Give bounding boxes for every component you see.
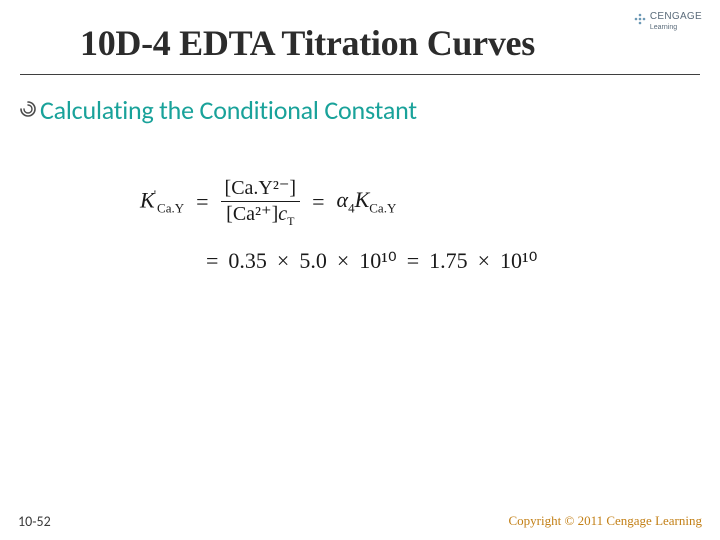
eq-frac-den-ca: [Ca²⁺] bbox=[226, 203, 278, 225]
eq2-equals-1: = bbox=[206, 248, 218, 274]
slide-container: CENGAGE Learning 10D-4 EDTA Titration Cu… bbox=[0, 0, 720, 540]
bullet-text: Calculating the Conditional Constant bbox=[40, 94, 417, 126]
page-title: 10D-4 EDTA Titration Curves bbox=[80, 22, 680, 70]
eq-K2: K bbox=[355, 187, 370, 212]
eq-lhs-sub: Ca.Y bbox=[157, 201, 184, 216]
eq-equals-1: = bbox=[196, 189, 208, 215]
page-number: 10-52 bbox=[18, 513, 51, 530]
eq-frac-num: [Ca.Y²⁻] bbox=[221, 176, 301, 201]
eq2-times-3: × bbox=[478, 248, 490, 274]
footer: 10-52 Copyright © 2011 Cengage Learning bbox=[18, 513, 702, 530]
logo-brand-text: CENGAGE bbox=[650, 11, 702, 22]
eq-K2-sub: Ca.Y bbox=[369, 201, 396, 216]
equation-block: K'Ca.Y = [Ca.Y²⁻] [Ca²⁺]cT = α4KCa.Y = 0… bbox=[140, 170, 580, 274]
copyright-text: Copyright © 2011 Cengage Learning bbox=[508, 513, 702, 530]
eq-alpha: α bbox=[337, 187, 349, 212]
eq-frac-den: [Ca²⁺]cT bbox=[222, 202, 298, 229]
eq2-a: 0.35 bbox=[228, 248, 267, 274]
eq2-expb: 10¹⁰ bbox=[359, 248, 396, 274]
eq2-times-2: × bbox=[337, 248, 349, 274]
title-region: 10D-4 EDTA Titration Curves bbox=[0, 22, 720, 75]
bullet-row: Calculating the Conditional Constant bbox=[18, 94, 702, 126]
eq2-c: 1.75 bbox=[429, 248, 468, 274]
eq-equals-2: = bbox=[312, 189, 324, 215]
eq-lhs-K: K bbox=[140, 187, 155, 212]
eq-lhs-prime: ' bbox=[154, 187, 156, 202]
eq2-expc: 10¹⁰ bbox=[500, 248, 537, 274]
title-underline bbox=[20, 74, 700, 75]
eq2-b: 5.0 bbox=[299, 248, 327, 274]
eq2-times-1: × bbox=[277, 248, 289, 274]
eq2-equals-2: = bbox=[407, 248, 419, 274]
swirl-icon bbox=[18, 99, 38, 119]
eq-frac-den-c: c bbox=[278, 203, 287, 225]
equation-row-2: = 0.35 × 5.0 × 10¹⁰ = 1.75 × 10¹⁰ bbox=[206, 248, 580, 274]
eq-fraction: [Ca.Y²⁻] [Ca²⁺]cT bbox=[221, 176, 301, 229]
eq-rhs1: α4KCa.Y bbox=[337, 187, 397, 216]
body-region: Calculating the Conditional Constant bbox=[18, 94, 702, 126]
equation-row-1: K'Ca.Y = [Ca.Y²⁻] [Ca²⁺]cT = α4KCa.Y bbox=[140, 170, 580, 234]
eq-frac-den-csub: T bbox=[287, 214, 294, 228]
eq-lhs: K'Ca.Y bbox=[140, 187, 184, 217]
